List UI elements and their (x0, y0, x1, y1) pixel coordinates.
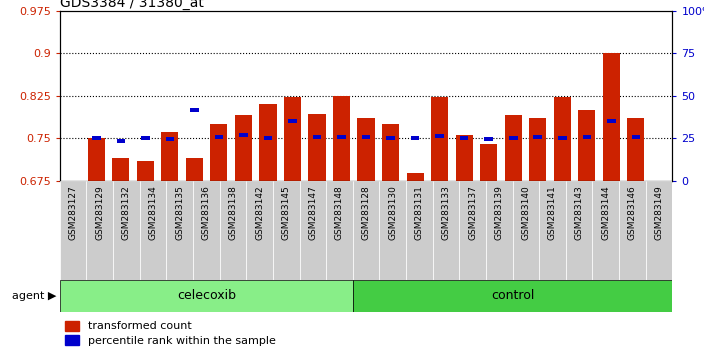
Text: GSM283146: GSM283146 (628, 185, 637, 240)
Bar (259, 104, 277, 181)
Bar (433, 181, 459, 280)
Text: GSM283148: GSM283148 (335, 185, 344, 240)
Legend: transformed count, percentile rank within the sample: transformed count, percentile rank withi… (65, 321, 275, 346)
Bar (116, 139, 125, 143)
Bar (480, 144, 497, 181)
Bar (593, 181, 619, 280)
Bar (246, 181, 273, 280)
Bar (582, 135, 591, 139)
Bar (333, 96, 350, 181)
Text: GSM283132: GSM283132 (122, 185, 131, 240)
Bar (190, 108, 199, 112)
Text: control: control (491, 289, 534, 302)
Text: GSM283141: GSM283141 (548, 185, 557, 240)
Bar (166, 181, 193, 280)
Text: GSM283139: GSM283139 (495, 185, 504, 240)
Bar (239, 133, 248, 137)
Bar (220, 181, 246, 280)
Text: GSM283140: GSM283140 (522, 185, 530, 240)
Bar (406, 181, 433, 280)
Bar (186, 158, 203, 181)
Bar (486, 181, 513, 280)
Bar (88, 138, 105, 181)
Text: GSM283130: GSM283130 (388, 185, 397, 240)
Bar (558, 136, 567, 140)
Text: GSM283135: GSM283135 (175, 185, 184, 240)
Bar (411, 136, 420, 140)
Text: agent ▶: agent ▶ (12, 291, 56, 301)
Bar (607, 119, 616, 123)
Text: GSM283144: GSM283144 (601, 185, 610, 240)
Bar (60, 280, 353, 312)
Bar (165, 137, 174, 141)
Bar (460, 136, 468, 140)
Bar (264, 136, 272, 140)
Bar (353, 181, 379, 280)
Bar (554, 97, 571, 181)
Bar (337, 135, 346, 139)
Bar (60, 181, 87, 280)
Bar (382, 124, 399, 181)
Bar (139, 181, 166, 280)
Text: GSM283134: GSM283134 (149, 185, 158, 240)
Text: celecoxib: celecoxib (177, 289, 236, 302)
Bar (92, 136, 101, 140)
Bar (539, 181, 566, 280)
Bar (353, 280, 672, 312)
Bar (358, 118, 375, 181)
Bar (603, 53, 620, 181)
Text: GSM283143: GSM283143 (574, 185, 584, 240)
Bar (235, 115, 252, 181)
Bar (141, 136, 150, 140)
Text: GSM283142: GSM283142 (255, 185, 264, 240)
Bar (113, 181, 139, 280)
Bar (87, 181, 113, 280)
Bar (326, 181, 353, 280)
Bar (619, 181, 646, 280)
Bar (308, 114, 326, 181)
Text: GSM283127: GSM283127 (69, 185, 77, 240)
Bar (566, 181, 593, 280)
Bar (459, 181, 486, 280)
Bar (455, 135, 473, 181)
Bar (406, 173, 424, 181)
Bar (386, 136, 395, 140)
Bar (161, 132, 178, 181)
Text: GDS3384 / 31380_at: GDS3384 / 31380_at (60, 0, 203, 10)
Bar (631, 135, 640, 139)
Bar (215, 135, 223, 139)
Bar (210, 124, 227, 181)
Bar (529, 118, 546, 181)
Text: GSM283145: GSM283145 (282, 185, 291, 240)
Bar (299, 181, 326, 280)
Text: GSM283128: GSM283128 (362, 185, 370, 240)
Bar (284, 97, 301, 181)
Bar (379, 181, 406, 280)
Bar (273, 181, 299, 280)
Bar (534, 135, 542, 139)
Bar (509, 136, 517, 140)
Text: GSM283137: GSM283137 (468, 185, 477, 240)
Bar (112, 158, 130, 181)
Bar (627, 118, 644, 181)
Text: GSM283138: GSM283138 (228, 185, 237, 240)
Bar (288, 119, 297, 123)
Text: GSM283149: GSM283149 (655, 185, 663, 240)
Bar (431, 97, 448, 181)
Bar (578, 110, 596, 181)
Text: GSM283133: GSM283133 (441, 185, 451, 240)
Bar (513, 181, 539, 280)
Bar (646, 181, 672, 280)
Bar (505, 115, 522, 181)
Bar (313, 135, 321, 139)
Bar (435, 135, 444, 138)
Bar (137, 161, 154, 181)
Bar (362, 135, 370, 139)
Bar (484, 137, 493, 141)
Text: GSM283131: GSM283131 (415, 185, 424, 240)
Text: GSM283147: GSM283147 (308, 185, 318, 240)
Bar (193, 181, 220, 280)
Text: GSM283136: GSM283136 (202, 185, 210, 240)
Text: GSM283129: GSM283129 (95, 185, 104, 240)
